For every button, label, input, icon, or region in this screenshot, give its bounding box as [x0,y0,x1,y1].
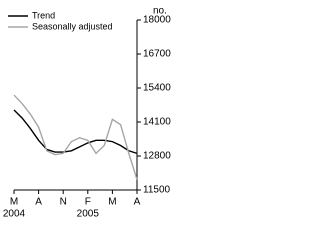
y-tick-label: 15400 [143,83,171,94]
chart: no. 115001280014100154001670018000M2004A… [3,6,171,220]
x-year-label: 2004 [3,209,26,220]
y-tick-label: 18000 [143,15,171,26]
x-tick-label: A [35,197,42,208]
y-tick-label: 12800 [143,151,171,162]
series-line [13,94,138,180]
x-tick-label: N [60,197,67,208]
x-tick-label: A [134,197,141,208]
legend-label: Seasonally adjusted [32,21,113,31]
x-tick-label: M [10,197,18,208]
x-tick-label: M [108,197,116,208]
legend-label: Trend [32,10,55,20]
y-tick-label: 16700 [143,49,171,60]
x-year-label: 2005 [77,209,100,220]
y-unit: no. [153,6,167,17]
series-line [13,109,138,155]
x-tick-label: F [85,197,91,208]
y-tick-label: 11500 [143,185,171,196]
y-tick-label: 14100 [143,117,171,128]
